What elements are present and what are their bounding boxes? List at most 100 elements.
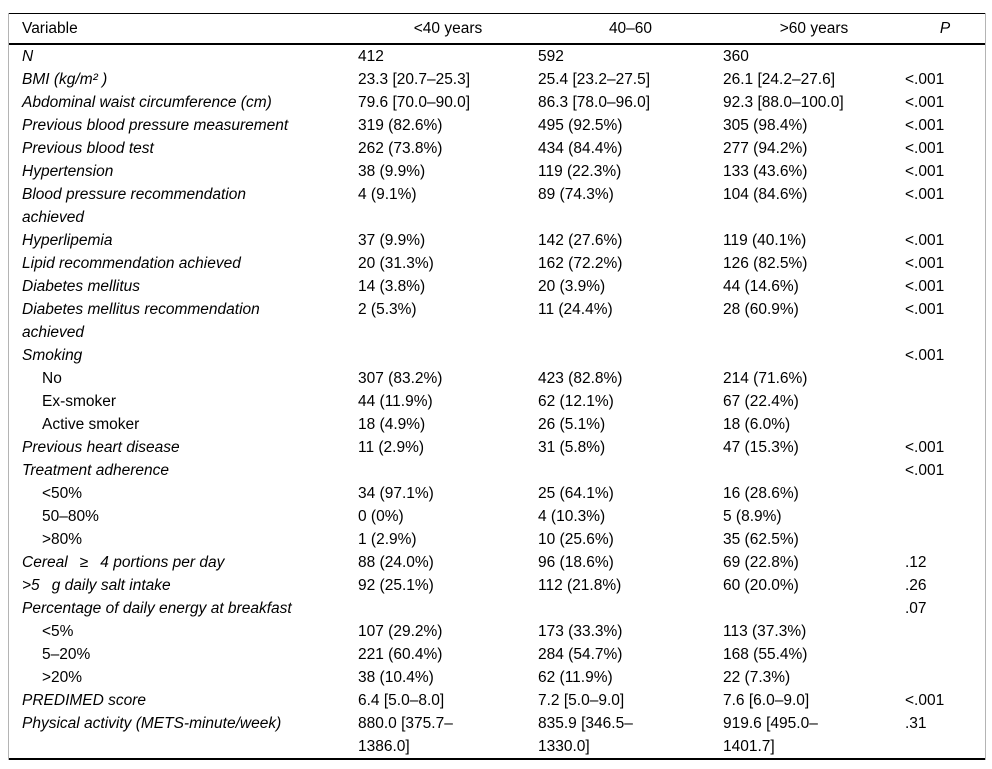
value-under40-cell: 107 (29.2%) — [358, 623, 443, 640]
variable-label: Ex-smoker — [42, 393, 117, 410]
variable-label: Blood pressure recommendation achieved — [22, 186, 247, 226]
table-row: >20% 38 (10.4%) 62 (11.9%) 22 (7.3%) — [9, 666, 985, 689]
value-under40-cell: 20 (31.3%) — [358, 255, 434, 272]
p-value-cell: <.001 — [905, 347, 945, 364]
value-40-60-cell — [538, 597, 723, 620]
value-under40-cell: 4 (9.1%) — [358, 186, 417, 203]
value-over60-cell: 133 (43.6%) — [723, 163, 808, 180]
table-row: >80% 1 (2.9%) 10 (25.6%) 35 (62.5%) — [9, 528, 985, 551]
table-row: >5 g daily salt intake 92 (25.1%) 112 (21.… — [9, 574, 985, 597]
variable-label: >5 g daily salt intake — [22, 577, 171, 594]
variable-label: BMI (kg/m² ) — [22, 71, 108, 88]
column-header-p-value: P — [939, 20, 951, 37]
value-over60-cell: 7.6 [6.0–9.0] — [723, 692, 810, 709]
p-value-cell — [905, 620, 985, 643]
value-under40-cell: 18 (4.9%) — [358, 416, 426, 433]
header-row: Variable <40 years 40–60 >60 years P — [9, 14, 985, 44]
value-under40-cell: 38 (9.9%) — [358, 163, 426, 180]
p-value-cell — [905, 482, 985, 505]
p-value-cell: <.001 — [905, 71, 945, 88]
table-row: Lipid recommendation achieved 20 (31.3%) 1… — [9, 252, 985, 275]
value-under40-cell — [358, 597, 538, 620]
value-under40-cell: 88 (24.0%) — [358, 554, 434, 571]
value-under40-cell: 2 (5.3%) — [358, 301, 417, 318]
table-row: Physical activity (METS-minute/week) 880.… — [9, 712, 985, 759]
value-under40-cell: 319 (82.6%) — [358, 117, 443, 134]
value-under40-cell: 14 (3.8%) — [358, 278, 426, 295]
value-40-60-cell: 10 (25.6%) — [538, 531, 614, 548]
table-row: Previous heart disease 11 (2.9%) 31 (5.8%)… — [9, 436, 985, 459]
value-under40-cell: 37 (9.9%) — [358, 232, 426, 249]
table-row: 5–20% 221 (60.4%) 284 (54.7%) 168 (55.4%) — [9, 643, 985, 666]
variable-label: No — [42, 370, 62, 387]
variable-label: Diabetes mellitus — [22, 278, 141, 295]
table-row: Hyperlipemia 37 (9.9%) 142 (27.6%) 119 (40.… — [9, 229, 985, 252]
value-40-60-cell: 11 (24.4%) — [538, 301, 613, 318]
variable-label: >80% — [42, 531, 83, 548]
variable-label: PREDIMED score — [22, 692, 147, 709]
value-under40-cell: 1 (2.9%) — [358, 531, 417, 548]
variable-label: <5% — [42, 623, 74, 640]
value-40-60-cell: 112 (21.8%) — [538, 577, 622, 594]
column-header-over60-years: >60 years — [779, 20, 849, 37]
value-over60-cell: 305 (98.4%) — [723, 117, 808, 134]
value-40-60-cell: 20 (3.9%) — [538, 278, 606, 295]
table-row: Smoking <.001 — [9, 344, 985, 367]
value-over60-cell: 119 (40.1%) — [723, 232, 807, 249]
value-over60-cell: 168 (55.4%) — [723, 646, 808, 663]
value-over60-cell: 35 (62.5%) — [723, 531, 799, 548]
value-40-60-cell — [538, 344, 723, 367]
variable-label: Lipid recommendation achieved — [22, 255, 241, 272]
value-40-60-cell: 26 (5.1%) — [538, 416, 606, 433]
value-40-60-cell: 284 (54.7%) — [538, 646, 623, 663]
value-40-60-cell: 89 (74.3%) — [538, 186, 614, 203]
value-over60-cell: 69 (22.8%) — [723, 554, 799, 571]
value-over60-cell: 18 (6.0%) — [723, 416, 791, 433]
value-40-60-cell: 142 (27.6%) — [538, 232, 623, 249]
value-under40-cell: 34 (97.1%) — [358, 485, 434, 502]
age-group-summary-table: Variable <40 years 40–60 >60 years P N 41… — [9, 13, 985, 760]
summary-table-container: Variable <40 years 40–60 >60 years P N 41… — [8, 13, 986, 760]
p-value-cell — [905, 528, 985, 551]
table-row: Diabetes mellitus 14 (3.8%) 20 (3.9%) 44 (1… — [9, 275, 985, 298]
value-40-60-cell: 25.4 [23.2–27.5] — [538, 71, 651, 88]
table-row: Cereal ≥ 4 portions per day 88 (24.0%) 96 … — [9, 551, 985, 574]
value-under40-cell: 79.6 [70.0–90.0] — [358, 94, 471, 111]
variable-label: Previous heart disease — [22, 439, 180, 456]
value-under40-cell: 23.3 [20.7–25.3] — [358, 71, 471, 88]
table-row: Abdominal waist circumference (cm) 79.6 [… — [9, 91, 985, 114]
table-row: N 412 592 360 — [9, 44, 985, 68]
value-40-60-cell: 835.9 [346.5– 1330.0] — [538, 715, 633, 755]
p-value-cell: <.001 — [905, 94, 945, 111]
p-value-cell: <.001 — [905, 163, 945, 180]
value-over60-cell: 113 (37.3%) — [723, 623, 807, 640]
table-row: Percentage of daily energy at breakfast.… — [9, 597, 985, 620]
value-40-60-cell: 96 (18.6%) — [538, 554, 614, 571]
p-value-cell — [905, 390, 985, 413]
variable-label: Percentage of daily energy at breakfast — [22, 600, 292, 617]
value-over60-cell: 28 (60.9%) — [723, 301, 799, 318]
value-over60-cell: 277 (94.2%) — [723, 140, 808, 157]
value-40-60-cell: 4 (10.3%) — [538, 508, 606, 525]
value-over60-cell: 126 (82.5%) — [723, 255, 808, 272]
value-over60-cell: 67 (22.4%) — [723, 393, 799, 410]
p-value-cell: <.001 — [905, 140, 945, 157]
column-header-under40-years: <40 years — [413, 20, 483, 37]
value-40-60-cell: 173 (33.3%) — [538, 623, 623, 640]
value-under40-cell: 307 (83.2%) — [358, 370, 443, 387]
p-value-cell: .31 — [905, 715, 927, 732]
value-over60-cell: 92.3 [88.0–100.0] — [723, 94, 844, 111]
p-value-cell — [905, 643, 985, 666]
variable-label: <50% — [42, 485, 83, 502]
column-header-40-60: 40–60 — [608, 20, 653, 37]
variable-label: Diabetes mellitus recommendation achieve… — [22, 301, 260, 341]
value-40-60-cell: 119 (22.3%) — [538, 163, 622, 180]
value-40-60-cell: 434 (84.4%) — [538, 140, 623, 157]
value-under40-cell: 221 (60.4%) — [358, 646, 443, 663]
p-value-cell: .12 — [905, 554, 927, 571]
value-over60-cell: 5 (8.9%) — [723, 508, 782, 525]
value-under40-cell: 92 (25.1%) — [358, 577, 434, 594]
table-row: Previous blood pressure measurement 319 (… — [9, 114, 985, 137]
p-value-cell — [905, 413, 985, 436]
value-over60-cell — [723, 459, 905, 482]
